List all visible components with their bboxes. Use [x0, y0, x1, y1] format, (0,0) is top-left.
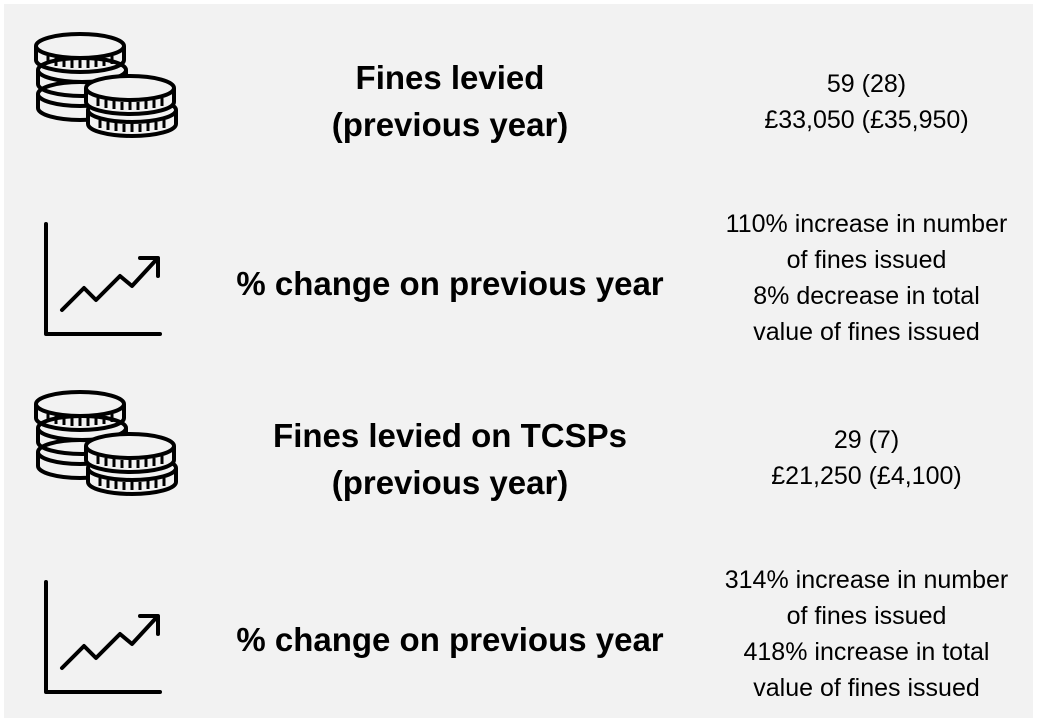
value-line: of fines issued: [786, 602, 947, 630]
tcsps-percent-change-label: % change on previous year: [200, 616, 700, 663]
coins-icon: [34, 32, 178, 138]
tcsps-percent-change-value: 314% increase in number of fines issued …: [704, 562, 1029, 706]
percent-change-label: % change on previous year: [200, 260, 700, 307]
value-line: 8% decrease in total: [753, 282, 980, 310]
summary-row-percent-change: % change on previous year 110% increase …: [4, 184, 1033, 374]
value-line: value of fines issued: [753, 674, 980, 702]
value-line: 29 (7): [833, 426, 900, 454]
label-line: % change on previous year: [236, 265, 664, 302]
summary-row-fines-levied: Fines levied (previous year) 59 (28) £33…: [4, 4, 1033, 184]
label-line: Fines levied on TCSPs: [273, 417, 627, 454]
trend-chart-icon: [44, 580, 162, 694]
coins-icon: [34, 390, 178, 496]
value-line: 59 (28): [826, 70, 907, 98]
label-line: % change on previous year: [236, 621, 664, 658]
label-line: Fines levied: [355, 59, 545, 96]
fines-levied-value: 59 (28) £33,050 (£35,950): [704, 66, 1029, 138]
fines-levied-tcsps-value: 29 (7) £21,250 (£4,100): [704, 422, 1029, 494]
value-line: £33,050 (£35,950): [764, 106, 969, 134]
value-line: value of fines issued: [753, 318, 980, 346]
fines-summary-panel: Fines levied (previous year) 59 (28) £33…: [4, 4, 1033, 718]
label-line: (previous year): [331, 464, 569, 501]
value-line: of fines issued: [786, 246, 947, 274]
value-line: £21,250 (£4,100): [771, 462, 962, 490]
value-line: 110% increase in number: [725, 210, 1008, 238]
trend-chart-icon: [44, 222, 162, 336]
summary-row-fines-levied-tcsps: Fines levied on TCSPs (previous year) 29…: [4, 374, 1033, 554]
fines-levied-tcsps-label: Fines levied on TCSPs (previous year): [200, 412, 700, 506]
fines-levied-label: Fines levied (previous year): [200, 54, 700, 148]
percent-change-value: 110% increase in number of fines issued …: [704, 206, 1029, 350]
summary-row-tcsps-percent-change: % change on previous year 314% increase …: [4, 554, 1033, 718]
label-line: (previous year): [331, 106, 569, 143]
value-line: 314% increase in number: [724, 566, 1009, 594]
value-line: 418% increase in total: [743, 638, 990, 666]
